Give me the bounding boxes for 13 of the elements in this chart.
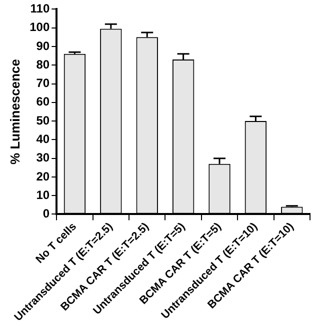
y-tick-label: 0 — [42, 206, 50, 221]
y-tick-label: 100 — [30, 20, 50, 34]
y-tick-label: 10 — [36, 188, 50, 202]
y-tick-label: 50 — [36, 113, 50, 128]
y-tick-label: 20 — [36, 169, 50, 184]
y-tick-label: 30 — [36, 150, 50, 165]
y-tick-label: 70 — [36, 76, 50, 90]
y-tick-label: 40 — [36, 132, 50, 146]
y-axis-title: % Luminescence — [7, 58, 22, 164]
y-tick-label: 110 — [30, 2, 50, 16]
y-tick-label: 90 — [36, 38, 50, 53]
y-tick-label: 80 — [36, 57, 50, 72]
y-tick-label: 60 — [36, 94, 50, 109]
